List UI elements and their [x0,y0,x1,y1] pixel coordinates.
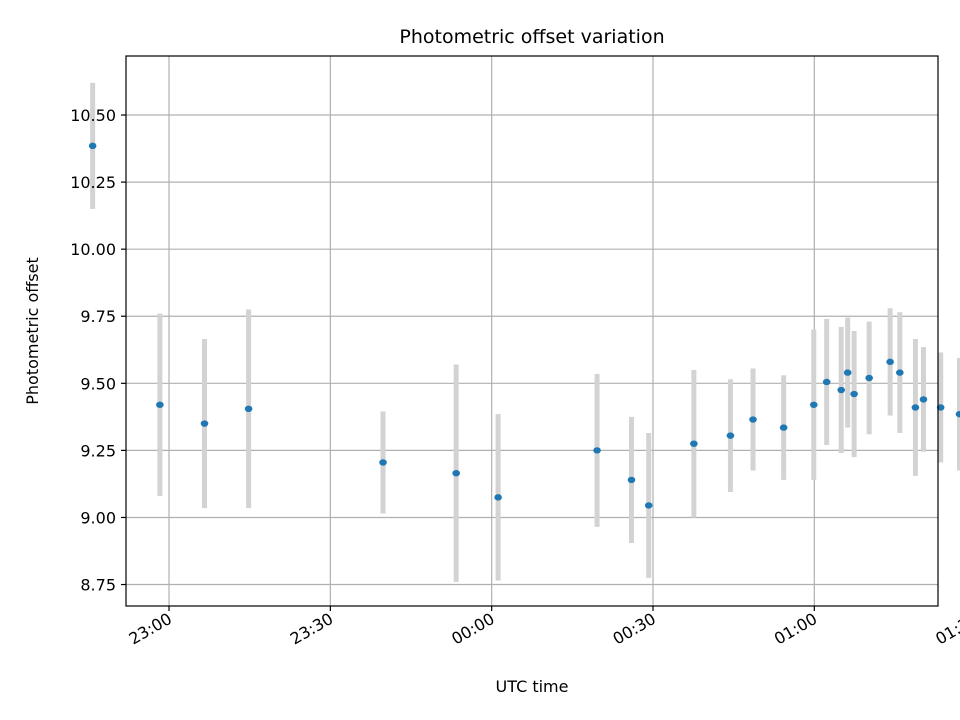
data-point [779,424,788,431]
y-axis-label: Photometric offset [23,257,42,405]
plot-frame [125,55,939,607]
data-point [88,142,97,150]
data-point [156,401,164,408]
data-point [494,494,502,501]
chart-title: Photometric offset variation [399,26,664,48]
data-point [644,502,653,509]
data-point [911,404,920,411]
data-point [379,459,387,466]
y-tick-label: 10.50 [70,106,116,125]
y-tick-label: 9.50 [80,374,116,393]
data-point [244,405,253,413]
data-point [749,416,757,423]
data-point [850,390,858,398]
data-point [726,432,735,439]
data-point [809,401,818,408]
data-point [919,396,928,403]
data-point [865,374,873,382]
data-point [955,410,960,418]
data-point [896,369,904,376]
data-point [690,440,698,447]
data-point [593,447,601,454]
data-point [452,469,460,477]
y-tick-label: 8.75 [80,576,116,595]
data-point [886,358,894,366]
x-axis-label: UTC time [496,677,569,696]
data-points [88,142,960,509]
data-point [936,404,945,411]
data-point [200,420,209,427]
y-tick-label: 9.25 [80,441,116,460]
y-tick-label: 10.25 [70,173,116,192]
y-tick-label: 9.75 [80,307,116,326]
data-point [837,386,846,394]
data-point [843,369,852,376]
data-point [627,476,636,484]
y-tick-label: 9.00 [80,508,116,527]
y-tick-label: 10.00 [70,240,116,259]
data-point [822,378,831,386]
grid [126,56,938,606]
